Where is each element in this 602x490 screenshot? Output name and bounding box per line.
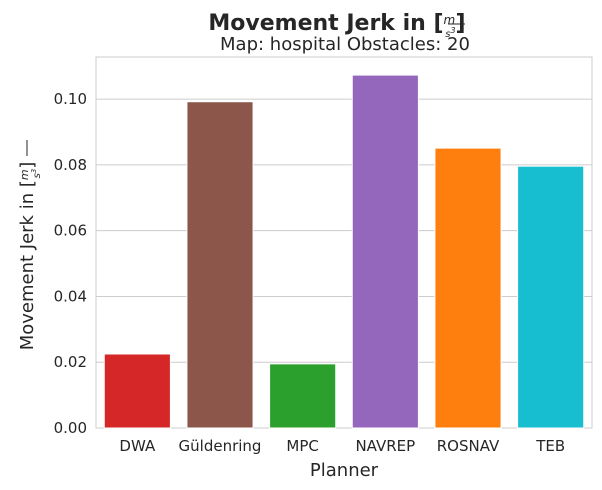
x-tick-label: Güldenring bbox=[179, 437, 262, 455]
y-axis-label-bracket: ] bbox=[17, 162, 38, 169]
chart-title-text: Movement Jerk in [ bbox=[208, 11, 443, 36]
y-tick-label: 0.04 bbox=[54, 287, 87, 305]
bar-mpc bbox=[269, 363, 337, 429]
y-axis-label-unit-exp: 3 bbox=[30, 169, 38, 173]
y-tick-labels: 0.00 0.02 0.04 0.06 0.08 0.10 bbox=[54, 90, 87, 437]
x-axis-label: Planner bbox=[310, 460, 379, 481]
gridlines bbox=[96, 98, 592, 429]
y-axis-label-unit-num: m bbox=[18, 169, 31, 180]
y-tick-label: 0.08 bbox=[54, 156, 87, 174]
bars bbox=[103, 74, 585, 429]
bar-navrep bbox=[351, 74, 419, 429]
chart-title-unit-exp: 3 bbox=[450, 26, 455, 35]
chart-title-unit-num: m bbox=[444, 13, 456, 27]
chart-subtitle: Map: hospital Obstacles: 20 bbox=[220, 34, 470, 55]
x-tick-labels: DWA Güldenring MPC NAVREP ROSNAV TEB bbox=[119, 437, 565, 455]
y-axis-label: Movement Jerk in [ms3] bbox=[17, 140, 43, 350]
svg-text:Movement Jerk in [ms3]: Movement Jerk in [ms3] bbox=[17, 162, 43, 351]
x-tick-label: TEB bbox=[535, 437, 565, 455]
y-axis-label-text: Movement Jerk in [ bbox=[17, 180, 38, 350]
chart-title-unit-den: s bbox=[445, 29, 450, 40]
x-tick-label: MPC bbox=[286, 437, 318, 455]
y-tick-label: 0.02 bbox=[54, 353, 87, 371]
x-tick-label: NAVREP bbox=[355, 437, 415, 455]
y-tick-label: 0.10 bbox=[54, 90, 87, 108]
plot-area bbox=[95, 56, 593, 429]
y-axis-label-unit-den: s bbox=[32, 173, 43, 178]
bar-g-ldenring bbox=[186, 101, 254, 429]
y-tick-label: 0.06 bbox=[54, 222, 87, 240]
y-tick-label: 0.00 bbox=[54, 419, 87, 437]
bar-dwa bbox=[103, 353, 171, 429]
x-tick-label: DWA bbox=[119, 437, 156, 455]
bar-rosnav bbox=[434, 147, 502, 429]
bar-teb bbox=[517, 165, 585, 429]
x-tick-label: ROSNAV bbox=[437, 437, 500, 455]
